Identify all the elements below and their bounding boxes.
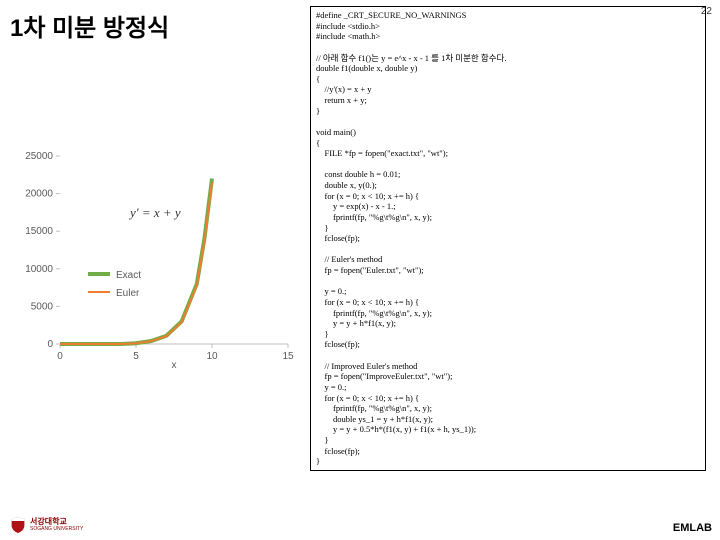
svg-text:10: 10 xyxy=(206,351,218,362)
logo-text-en: SOGANG UNIVERSITY xyxy=(30,527,83,533)
svg-text:25000: 25000 xyxy=(25,151,53,162)
code-block: #define _CRT_SECURE_NO_WARNINGS #include… xyxy=(310,6,706,471)
svg-text:20000: 20000 xyxy=(25,189,53,200)
svg-text:5000: 5000 xyxy=(31,301,54,312)
footer-label: EMLAB xyxy=(673,522,712,534)
svg-text:x: x xyxy=(172,360,177,371)
shield-icon xyxy=(10,516,26,534)
svg-text:15000: 15000 xyxy=(25,226,53,237)
page-title: 1차 미분 방정식 xyxy=(10,8,169,43)
svg-text:5: 5 xyxy=(133,351,139,362)
svg-text:0: 0 xyxy=(47,339,53,350)
svg-text:10000: 10000 xyxy=(25,264,53,275)
svg-text:15: 15 xyxy=(282,351,294,362)
university-logo: 서강대학교 SOGANG UNIVERSITY xyxy=(10,516,83,534)
svg-text:Euler: Euler xyxy=(116,288,140,299)
line-chart: 0 5000 10000 15000 20000 25000 0 5 10 15 x Exact Eul… xyxy=(14,150,294,370)
svg-text:Exact: Exact xyxy=(116,270,141,281)
svg-text:0: 0 xyxy=(57,351,63,362)
